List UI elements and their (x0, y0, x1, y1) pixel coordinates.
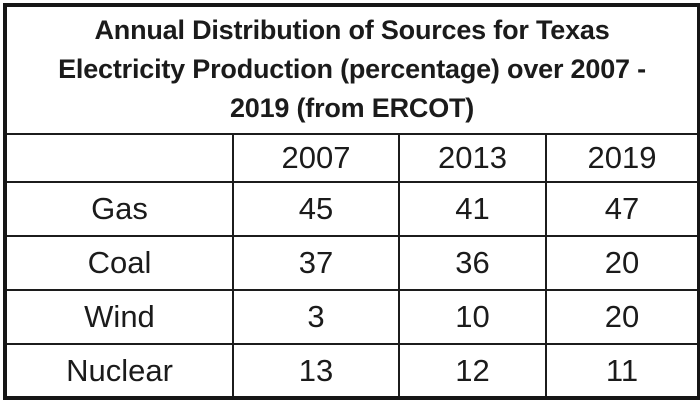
wind-2019-value: 20 (544, 289, 700, 345)
gas-2019-value: 47 (544, 181, 700, 237)
table-title-line-3: 2019 (from ERCOT) (229, 92, 475, 123)
wind-2013-value: 10 (398, 289, 547, 345)
table-title-cell: Annual Distribution of Sources for Texas… (3, 4, 700, 135)
header-empty-cell (4, 133, 234, 183)
row-label-coal: Coal (4, 235, 234, 291)
table-row-coal: Coal 37 36 20 (4, 235, 700, 291)
header-year-2019: 2019 (544, 133, 700, 183)
table-title-line-1: Annual Distribution of Sources for Texas (94, 14, 610, 45)
coal-2013-value: 36 (398, 235, 547, 291)
row-label-gas: Gas (4, 181, 234, 237)
row-label-nuclear: Nuclear (4, 343, 234, 399)
table-row-wind: Wind 3 10 20 (4, 289, 700, 345)
coal-2007-value: 37 (232, 235, 400, 291)
gas-2007-value: 45 (232, 181, 400, 237)
table-row-nuclear: Nuclear 13 12 11 (4, 343, 700, 399)
gas-2013-value: 41 (398, 181, 547, 237)
row-label-wind: Wind (4, 289, 234, 345)
screenshot-root: Annual Distribution of Sources for Texas… (0, 3, 700, 402)
table-header-row: 2007 2013 2019 (4, 133, 700, 183)
coal-2019-value: 20 (544, 235, 700, 291)
table-row-gas: Gas 45 41 47 (4, 181, 700, 237)
nuclear-2007-value: 13 (232, 343, 400, 399)
nuclear-2019-value: 11 (544, 343, 700, 399)
table-title-row: Annual Distribution of Sources for Texas… (3, 4, 700, 135)
ercot-distribution-table: Annual Distribution of Sources for Texas… (3, 3, 700, 400)
table-title-line-2: Electricity Production (percentage) over… (58, 53, 646, 84)
header-year-2013: 2013 (398, 133, 547, 183)
nuclear-2013-value: 12 (398, 343, 547, 399)
header-year-2007: 2007 (232, 133, 400, 183)
wind-2007-value: 3 (232, 289, 400, 345)
